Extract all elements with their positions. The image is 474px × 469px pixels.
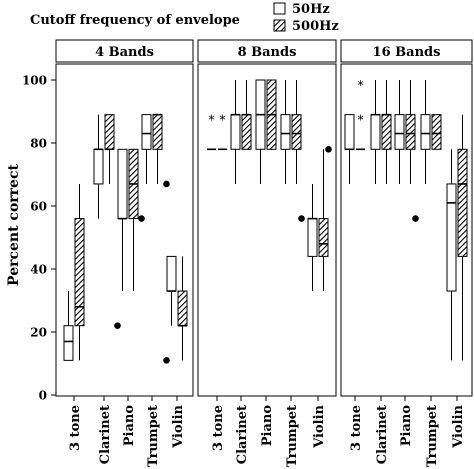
box-16-bands-piano-500hz <box>405 114 416 150</box>
significance-star-16-bands-1: * <box>357 114 364 129</box>
box-4-bands-violin-500hz <box>177 290 188 327</box>
box-4-bands-clarinet-500hz <box>104 114 115 150</box>
x-tick-label-8-bands-3-tone: 3 tone <box>211 405 226 451</box>
panel-frame-8-bands <box>197 63 337 397</box>
box-4-bands-violin-50hz-outlier-0 <box>163 357 170 364</box>
x-tick-label-4-bands-3-tone: 3 tone <box>68 405 83 451</box>
legend-swatch-500hz <box>273 19 286 32</box>
box-8-bands-clarinet-50hz <box>230 114 241 150</box>
legend-label-50hz: 50Hz <box>292 2 330 17</box>
panel-title-4-bands: 4 Bands <box>95 45 154 60</box>
box-4-bands-trumpet-50hz <box>141 114 152 150</box>
box-8-bands-trumpet-500hz-outlier-0 <box>298 215 305 222</box>
box-16-bands-piano-500hz-outlier-0 <box>412 215 419 222</box>
panel-header-4-bands: 4 Bands <box>55 39 194 63</box>
panel-frame-4-bands <box>55 63 194 397</box>
x-tick-label-8-bands-clarinet: Clarinet <box>235 405 250 464</box>
x-tick-label-16-bands-3-tone: 3 tone <box>349 405 364 451</box>
box-4-bands-clarinet-50hz <box>93 148 104 185</box>
legend-label-500hz: 500Hz <box>292 19 339 34</box>
box-4-bands-piano-50hz-outlier-0 <box>114 322 121 330</box>
chart-marks: 0 20 40 60 80 100 3 tone Clarinet Piano Trumpet Vi… <box>22 74 468 467</box>
box-4-bands-piano-50hz <box>117 148 128 220</box>
x-tick-label-16-bands-piano: Piano <box>399 405 414 447</box>
x-tick-label-4-bands-violin: Violin <box>171 404 186 448</box>
box-4-bands-trumpet-50hz-outlier-0 <box>138 215 145 222</box>
box-16-bands-violin-500hz <box>457 148 468 257</box>
y-tick-label-60: 60 <box>30 200 47 214</box>
y-tick-label-80: 80 <box>30 137 47 151</box>
box-4-bands-violin-50hz-outlier-1 <box>163 180 170 188</box>
legend: Cutoff frequency of envelope 50Hz 500Hz <box>30 2 339 34</box>
box-16-bands-trumpet-500hz <box>431 114 442 150</box>
box-4-bands-violin-50hz <box>166 255 177 292</box>
x-tick-label-4-bands-piano: Piano <box>122 405 137 447</box>
box-4-bands-trumpet-500hz <box>152 114 163 150</box>
significance-star-8-bands-0: * <box>208 114 215 129</box>
x-tick-label-16-bands-clarinet: Clarinet <box>375 405 390 464</box>
box-8-bands-violin-500hz-outlier-0 <box>325 146 332 153</box>
x-tick-label-4-bands-clarinet: Clarinet <box>98 405 113 464</box>
legend-swatch-50hz <box>273 2 286 15</box>
y-tick-label-40: 40 <box>30 263 47 277</box>
legend-title: Cutoff frequency of envelope <box>30 13 240 28</box>
y-tick-label-0: 0 <box>39 389 47 403</box>
significance-star-8-bands-1: * <box>219 114 226 129</box>
box-8-bands-trumpet-50hz <box>280 114 291 150</box>
box-16-bands-clarinet-500hz <box>381 114 392 150</box>
box-8-bands-violin-50hz <box>307 218 318 257</box>
box-16-bands-violin-50hz <box>446 183 457 292</box>
significance-star-16-bands-0: * <box>357 79 364 94</box>
box-16-bands-trumpet-50hz <box>420 114 431 150</box>
box-16-bands-piano-50hz <box>394 114 405 150</box>
panel-title-16-bands: 16 Bands <box>373 45 441 60</box>
box-16-bands-3-tone-50hz <box>344 114 355 150</box>
box-4-bands-3-tone-50hz <box>63 325 74 361</box>
y-axis-title: Percent correct <box>6 164 22 286</box>
box-4-bands-3-tone-500hz <box>74 218 85 327</box>
x-tick-label-4-bands-trumpet: Trumpet <box>146 405 161 467</box>
x-tick-label-8-bands-piano: Piano <box>260 405 275 447</box>
y-tick-label-100: 100 <box>22 74 47 88</box>
box-8-bands-violin-500hz <box>318 218 329 257</box>
x-tick-label-8-bands-violin: Violin <box>312 404 327 448</box>
panel-frame-16-bands <box>340 63 473 397</box>
panel-title-8-bands: 8 Bands <box>238 45 297 60</box>
x-tick-label-16-bands-violin: Violin <box>451 404 466 448</box>
x-tick-label-8-bands-trumpet: Trumpet <box>285 405 300 467</box>
panel-header-8-bands: 8 Bands <box>197 39 337 63</box>
x-tick-label-16-bands-trumpet: Trumpet <box>425 405 440 467</box>
box-8-bands-trumpet-500hz <box>291 114 302 150</box>
y-tick-label-20: 20 <box>30 326 47 340</box>
box-16-bands-clarinet-50hz <box>370 114 381 150</box>
panel-header-16-bands: 16 Bands <box>340 39 473 63</box>
box-8-bands-clarinet-500hz <box>241 114 252 150</box>
